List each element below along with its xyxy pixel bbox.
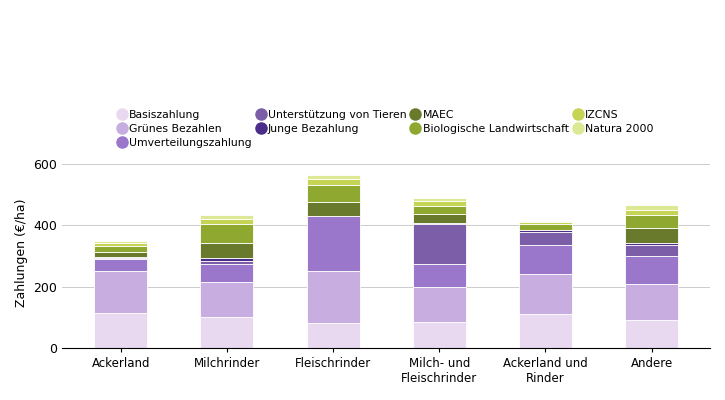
Bar bbox=[94, 271, 147, 313]
Bar bbox=[625, 228, 678, 243]
Bar bbox=[519, 230, 572, 232]
Bar bbox=[94, 241, 147, 244]
Bar bbox=[94, 259, 147, 271]
Bar bbox=[625, 215, 678, 228]
Legend: Basiszahlung, Grünes Bezahlen, Umverteilungszahlung, Unterstützung von Tieren, J: Basiszahlung, Grünes Bezahlen, Umverteil… bbox=[116, 106, 657, 152]
Bar bbox=[519, 314, 572, 348]
Bar bbox=[413, 198, 465, 202]
Bar bbox=[413, 224, 465, 264]
Bar bbox=[413, 206, 465, 214]
Bar bbox=[519, 245, 572, 274]
Bar bbox=[200, 215, 254, 219]
Bar bbox=[94, 313, 147, 348]
Bar bbox=[200, 258, 254, 261]
Y-axis label: Zahlungen (€/ha): Zahlungen (€/ha) bbox=[15, 199, 28, 307]
Bar bbox=[200, 282, 254, 317]
Bar bbox=[519, 224, 572, 230]
Bar bbox=[519, 222, 572, 224]
Bar bbox=[413, 223, 465, 224]
Bar bbox=[625, 284, 678, 320]
Bar bbox=[200, 261, 254, 264]
Bar bbox=[307, 216, 360, 271]
Bar bbox=[307, 175, 360, 180]
Bar bbox=[625, 210, 678, 215]
Bar bbox=[413, 214, 465, 223]
Bar bbox=[625, 245, 678, 256]
Bar bbox=[625, 256, 678, 284]
Bar bbox=[200, 264, 254, 282]
Bar bbox=[94, 257, 147, 258]
Bar bbox=[200, 219, 254, 224]
Bar bbox=[625, 320, 678, 348]
Bar bbox=[94, 252, 147, 257]
Bar bbox=[625, 206, 678, 210]
Bar bbox=[200, 243, 254, 258]
Bar bbox=[94, 246, 147, 252]
Bar bbox=[200, 317, 254, 348]
Bar bbox=[94, 244, 147, 246]
Bar bbox=[519, 232, 572, 245]
Bar bbox=[307, 271, 360, 324]
Bar bbox=[307, 180, 360, 185]
Bar bbox=[519, 221, 572, 222]
Bar bbox=[413, 322, 465, 348]
Bar bbox=[307, 324, 360, 348]
Bar bbox=[307, 185, 360, 202]
Bar bbox=[413, 264, 465, 287]
Bar bbox=[413, 287, 465, 322]
Bar bbox=[94, 258, 147, 259]
Bar bbox=[307, 202, 360, 216]
Bar bbox=[625, 243, 678, 245]
Bar bbox=[200, 224, 254, 243]
Bar bbox=[519, 274, 572, 314]
Bar bbox=[413, 202, 465, 206]
